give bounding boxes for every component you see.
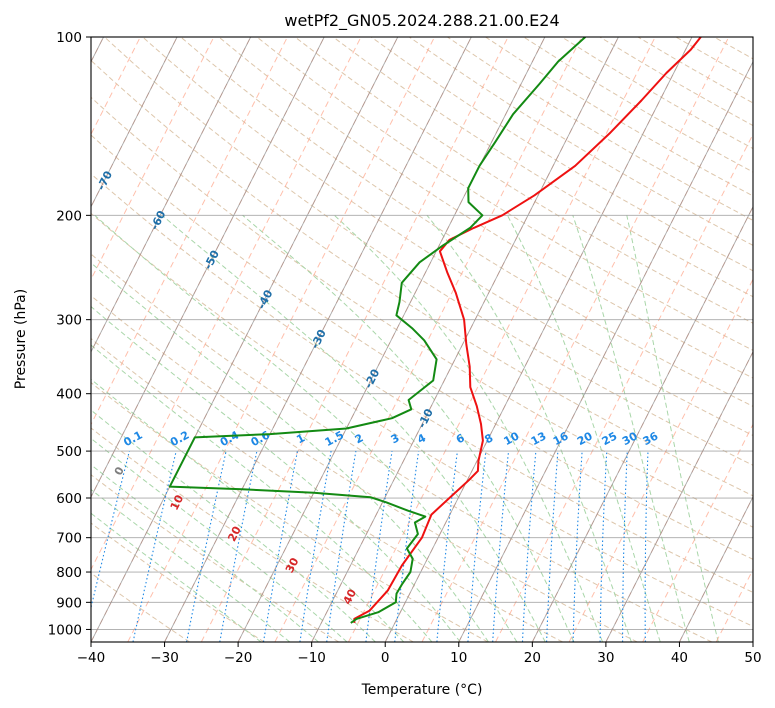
isotherm-grid-line — [237, 37, 546, 642]
isotherm-dashed-line — [91, 37, 362, 571]
moist-adiabat-line — [91, 344, 433, 642]
dry-adiabat-line — [91, 381, 489, 642]
isotherm-grid-line — [384, 37, 693, 642]
dewpoint-profile-line — [168, 37, 586, 624]
x-tick-label: 40 — [671, 650, 688, 666]
dry-adiabat-line — [91, 337, 563, 642]
moist-adiabat-line — [506, 215, 661, 642]
isotherm-grid-line — [91, 37, 252, 353]
x-tick-label: 20 — [524, 650, 541, 666]
isotherm-dashed-line — [421, 37, 730, 642]
isotherm-grid-line — [91, 37, 399, 642]
mixing-ratio-line — [467, 451, 487, 642]
dry-adiabat-line — [332, 37, 753, 298]
x-tick-label: −40 — [77, 650, 106, 666]
dry-adiabat-line — [91, 295, 638, 642]
mixing-ratio-line — [394, 451, 420, 642]
moist-adiabat-line — [91, 437, 348, 642]
warm-isotherm-label: 30 — [283, 555, 302, 575]
mixing-ratio-line — [365, 451, 393, 642]
mixing-ratio-label: 13 — [529, 429, 549, 448]
moist-adiabat-line — [626, 215, 719, 642]
mixing-ratio-line — [91, 450, 130, 610]
isotherm-dashed-line — [568, 278, 753, 642]
isotherm-dashed-line — [495, 133, 753, 642]
warm-isotherm-label: 20 — [225, 524, 244, 544]
y-tick-label: 900 — [56, 595, 82, 611]
isotherm-grid-line — [91, 37, 325, 498]
dry-adiabat-line — [180, 37, 753, 407]
y-tick-label: 100 — [56, 30, 82, 46]
mixing-ratio-label: 30 — [620, 429, 640, 448]
chart-title: wetPf2_GN05.2024.288.21.00.E24 — [284, 11, 559, 31]
moist-adiabat-line — [94, 214, 518, 642]
isotherm-dashed-line — [274, 37, 583, 642]
y-tick-label: 400 — [56, 387, 82, 403]
isotherm-grid-line — [605, 350, 753, 642]
isotherm-grid-line — [531, 205, 753, 642]
y-axis: 100 200 300 400 500 600 700 800 900 1000 — [48, 30, 91, 638]
isotherm-dashed-line — [91, 37, 215, 281]
isotherm-grid-line — [679, 495, 753, 642]
mixing-ratio-line — [186, 450, 227, 642]
mixing-ratio-label: 20 — [575, 429, 595, 448]
sounding-profiles — [168, 37, 702, 624]
mixing-ratio-label: 36 — [641, 429, 661, 448]
x-axis-label: Temperature (°C) — [361, 682, 483, 698]
isotherm-grid-line — [164, 37, 472, 642]
mixing-ratio-label: 16 — [551, 429, 571, 448]
isotherm-grid-line — [458, 60, 753, 642]
y-axis-label: Pressure (hPa) — [13, 289, 29, 389]
mixing-ratio-line — [132, 450, 177, 642]
plot-frame — [90, 36, 754, 643]
x-tick-label: 0 — [381, 650, 390, 666]
y-tick-label: 300 — [56, 313, 82, 329]
moist-adiabat-line — [161, 214, 546, 642]
mixing-ratio-label: 10 — [502, 429, 522, 448]
dry-adiabat-line — [91, 96, 753, 528]
x-tick-label: 50 — [744, 650, 761, 666]
y-tick-label: 1000 — [48, 622, 82, 638]
warm-isotherm-label: 40 — [341, 587, 360, 607]
mixing-ratio-label: 25 — [600, 429, 620, 448]
y-tick-label: 800 — [56, 565, 82, 581]
y-tick-label: 600 — [56, 491, 82, 507]
dry-adiabat-line — [104, 37, 753, 466]
moist-adiabat-line — [242, 214, 575, 642]
x-axis: −40 −30 −20 −10 0 10 20 30 40 50 — [77, 642, 762, 666]
warm-isotherm-label: 10 — [168, 492, 187, 512]
dry-adiabat-line — [142, 37, 753, 437]
x-tick-label: −10 — [297, 650, 326, 666]
moist-adiabat-line — [572, 215, 690, 642]
isotherm-dashed-line — [127, 37, 435, 642]
x-tick-label: 10 — [450, 650, 467, 666]
y-tick-label: 700 — [56, 531, 82, 547]
dry-adiabat-line — [91, 474, 340, 642]
mixing-ratio-line — [492, 451, 510, 642]
x-tick-label: −30 — [150, 650, 179, 666]
x-tick-label: −20 — [224, 650, 253, 666]
isotherm-dashed-line — [642, 423, 753, 642]
isotherm-grid-line — [91, 37, 178, 208]
y-tick-label: 500 — [56, 444, 82, 460]
dry-adiabat-line — [91, 253, 713, 642]
y-tick-label: 200 — [56, 208, 82, 224]
mixing-ratio-line — [326, 451, 357, 642]
isotherm-dashed-line — [91, 37, 288, 426]
dry-adiabat-line — [294, 37, 753, 324]
dry-adiabat-line — [91, 212, 753, 628]
isotherm-dashed-line — [200, 37, 509, 642]
moist-adiabat-line — [91, 464, 319, 642]
background-lines — [91, 37, 753, 642]
dry-adiabat-line — [91, 572, 190, 642]
x-tick-label: 30 — [597, 650, 614, 666]
moist-adiabat-line — [91, 305, 461, 642]
temperature-profile-line — [353, 37, 702, 623]
